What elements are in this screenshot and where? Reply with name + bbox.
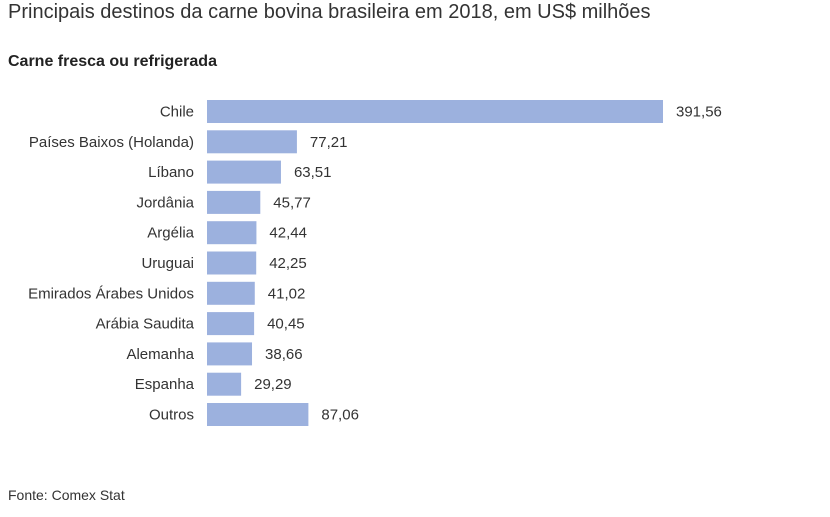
category-label-jordania: Jordânia	[136, 194, 194, 211]
category-label-chile: Chile	[160, 104, 194, 121]
category-label-argelia: Argélia	[147, 225, 194, 242]
bar-argelia	[207, 221, 257, 245]
value-label-paises-baixos-holanda: 77,21	[310, 134, 348, 151]
bar-espanha	[207, 372, 242, 396]
bar-outros	[207, 403, 309, 426]
category-label-espanha: Espanha	[135, 376, 195, 393]
bar-emirados-arabes-unidos	[207, 281, 255, 305]
bar-group: Chile 391,56 Países Baixos (Holanda) 77,21 L…	[28, 100, 722, 426]
value-label-espanha: 29,29	[254, 376, 292, 393]
value-label-emirados-arabes-unidos: 41,02	[268, 285, 306, 302]
value-label-arabia-saudita: 40,45	[267, 316, 305, 333]
value-label-outros: 87,06	[321, 407, 359, 424]
source-note: Fonte: Comex Stat	[8, 487, 125, 503]
category-label-libano: Líbano	[148, 164, 194, 181]
bar-libano	[207, 160, 281, 184]
value-label-argelia: 42,44	[269, 225, 307, 242]
value-label-libano: 63,51	[294, 164, 332, 181]
category-label-paises-baixos-holanda: Países Baixos (Holanda)	[29, 134, 194, 151]
bar-alemanha	[207, 342, 253, 366]
bar-jordania	[207, 190, 261, 214]
value-label-chile: 391,56	[676, 104, 722, 121]
chart-subtitle: Carne fresca ou refrigerada	[8, 53, 217, 70]
category-label-emirados-arabes-unidos: Emirados Árabes Unidos	[28, 285, 194, 302]
category-label-uruguai: Uruguai	[141, 255, 194, 272]
value-label-alemanha: 38,66	[265, 346, 303, 363]
bar-uruguai	[207, 251, 257, 275]
category-label-arabia-saudita: Arábia Saudita	[96, 316, 195, 333]
category-label-alemanha: Alemanha	[126, 346, 194, 363]
bar-chile	[207, 100, 663, 123]
bar-paises-baixos-holanda	[207, 130, 297, 154]
chart-title: Principais destinos da carne bovina bras…	[8, 1, 651, 23]
bar-arabia-saudita	[207, 312, 255, 336]
value-label-uruguai: 42,25	[269, 255, 307, 272]
category-label-outros: Outros	[149, 407, 194, 424]
value-label-jordania: 45,77	[273, 194, 311, 211]
